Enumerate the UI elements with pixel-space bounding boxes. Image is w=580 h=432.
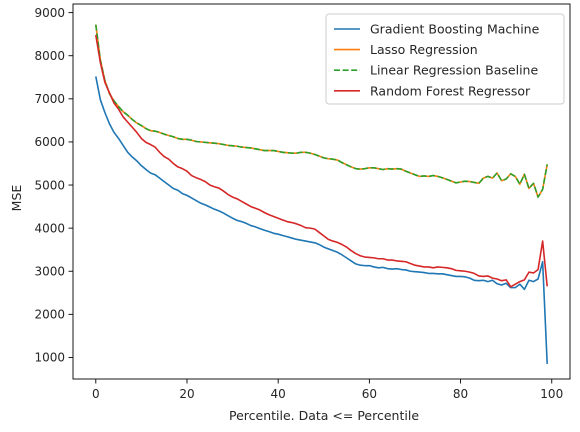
x-tick-label: 0 <box>92 387 100 401</box>
y-tick-label: 8000 <box>34 49 65 63</box>
x-tick-label: 40 <box>271 387 286 401</box>
y-tick-label: 3000 <box>34 265 65 279</box>
y-tick-label: 2000 <box>34 308 65 322</box>
x-tick-label: 100 <box>540 387 563 401</box>
legend: Gradient Boosting Machine Lasso Regressio… <box>326 14 564 104</box>
x-tick-label: 20 <box>179 387 194 401</box>
y-tick-label: 5000 <box>34 178 65 192</box>
legend-label: Linear Regression Baseline <box>370 63 538 78</box>
legend-label: Gradient Boosting Machine <box>370 22 540 37</box>
x-axis-label: Percentile. Data <= Percentile <box>229 408 419 423</box>
y-tick-label: 7000 <box>34 92 65 106</box>
y-axis-label: MSE <box>9 185 24 212</box>
series-line-gradient-boosting-machine <box>96 76 547 364</box>
y-tick-label: 1000 <box>34 351 65 365</box>
y-tick-label: 4000 <box>34 221 65 235</box>
x-tick-label: 80 <box>453 387 468 401</box>
legend-label: Random Forest Regressor <box>370 83 531 98</box>
x-tick-label: 60 <box>362 387 377 401</box>
legend-label: Lasso Regression <box>370 42 478 57</box>
y-tick-label: 9000 <box>34 6 65 20</box>
y-tick-label: 6000 <box>34 135 65 149</box>
